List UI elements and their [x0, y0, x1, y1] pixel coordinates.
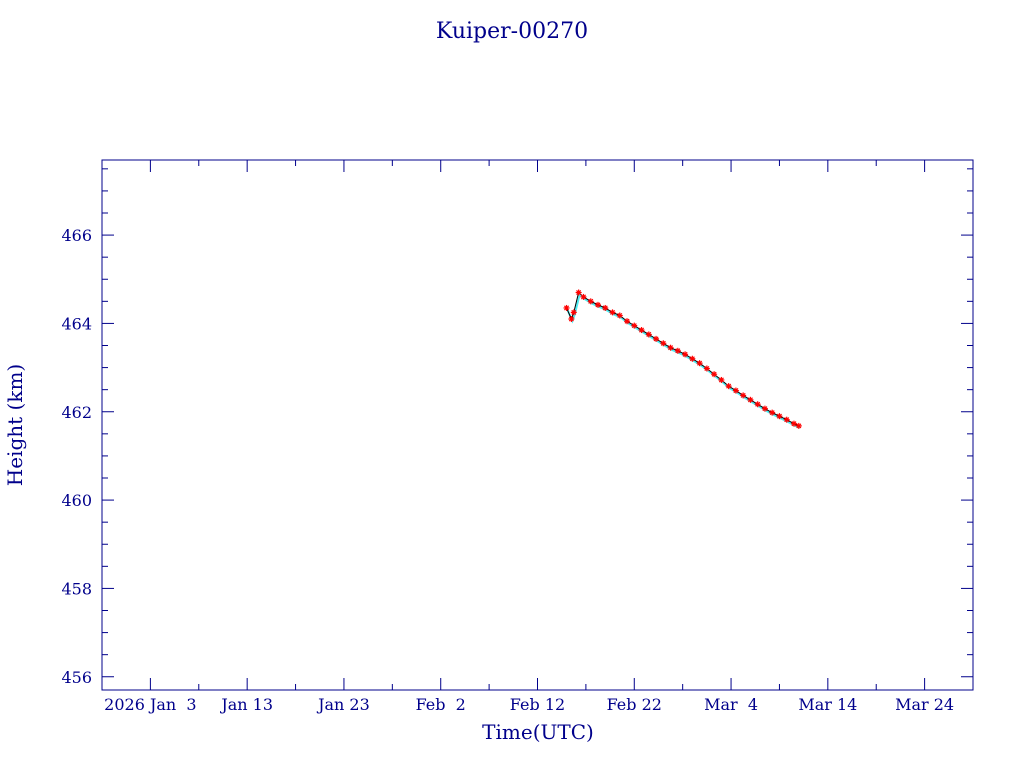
y-tick-label: 466	[61, 226, 92, 245]
data-point	[754, 401, 761, 408]
data-point	[645, 331, 652, 338]
data-point	[696, 360, 703, 367]
x-tick-label: Mar 24	[895, 695, 954, 714]
x-tick-label: Feb 22	[607, 695, 662, 714]
data-point	[740, 392, 747, 399]
data-point	[718, 376, 725, 383]
data-point	[795, 422, 802, 429]
data-point	[638, 327, 645, 334]
data-point	[725, 383, 732, 390]
data-point	[747, 396, 754, 403]
y-tick-label: 462	[61, 403, 92, 422]
x-tick-label: Mar 14	[798, 695, 857, 714]
series-path	[566, 291, 800, 427]
data-point	[761, 405, 768, 412]
data-point	[568, 316, 575, 322]
data-point	[667, 344, 674, 351]
y-axis-tick-labels: 456 458 460 462 464 466	[61, 226, 92, 687]
y-tick-label: 456	[61, 668, 92, 687]
x-axis-ticks	[101, 160, 974, 690]
data-point	[653, 335, 660, 342]
data-point	[624, 318, 631, 325]
data-point	[783, 416, 790, 423]
x-tick-label: 2026 Jan 3	[104, 695, 196, 714]
x-axis-tick-labels: 2026 Jan 3 Jan 13 Jan 23 Feb 2 Feb 12 Feb 22 M…	[104, 695, 954, 714]
data-point	[711, 371, 718, 378]
series-points	[563, 289, 802, 429]
x-tick-label: Feb 12	[510, 695, 565, 714]
x-axis-label: Time(UTC)	[482, 720, 594, 744]
y-tick-label: 464	[61, 314, 92, 333]
x-tick-label: Feb 2	[416, 695, 466, 714]
data-point	[689, 355, 696, 362]
data-point	[776, 413, 783, 420]
data-point	[682, 351, 689, 358]
data-point	[594, 301, 601, 308]
data-point	[660, 340, 667, 347]
chart-title: Kuiper-00270	[436, 19, 588, 44]
x-tick-label: Jan 23	[316, 695, 370, 714]
plot-frame	[101, 159, 974, 691]
data-point	[575, 289, 582, 296]
x-tick-label: Jan 13	[219, 695, 273, 714]
data-point	[616, 312, 623, 319]
data-point	[703, 365, 710, 372]
data-point	[769, 409, 776, 416]
data-point	[587, 298, 594, 305]
y-tick-label: 458	[61, 579, 92, 598]
data-point	[609, 309, 616, 316]
data-point	[631, 322, 638, 329]
y-axis-label: Height (km)	[3, 364, 27, 486]
x-tick-label: Mar 4	[704, 695, 758, 714]
data-point	[674, 347, 681, 354]
data-point	[732, 387, 739, 394]
y-tick-label: 460	[61, 491, 92, 510]
data-point	[580, 293, 587, 300]
data-point	[602, 304, 609, 311]
data-point	[790, 420, 797, 427]
data-point	[570, 309, 577, 316]
y-axis-ticks	[102, 168, 973, 678]
data-point	[563, 304, 570, 311]
